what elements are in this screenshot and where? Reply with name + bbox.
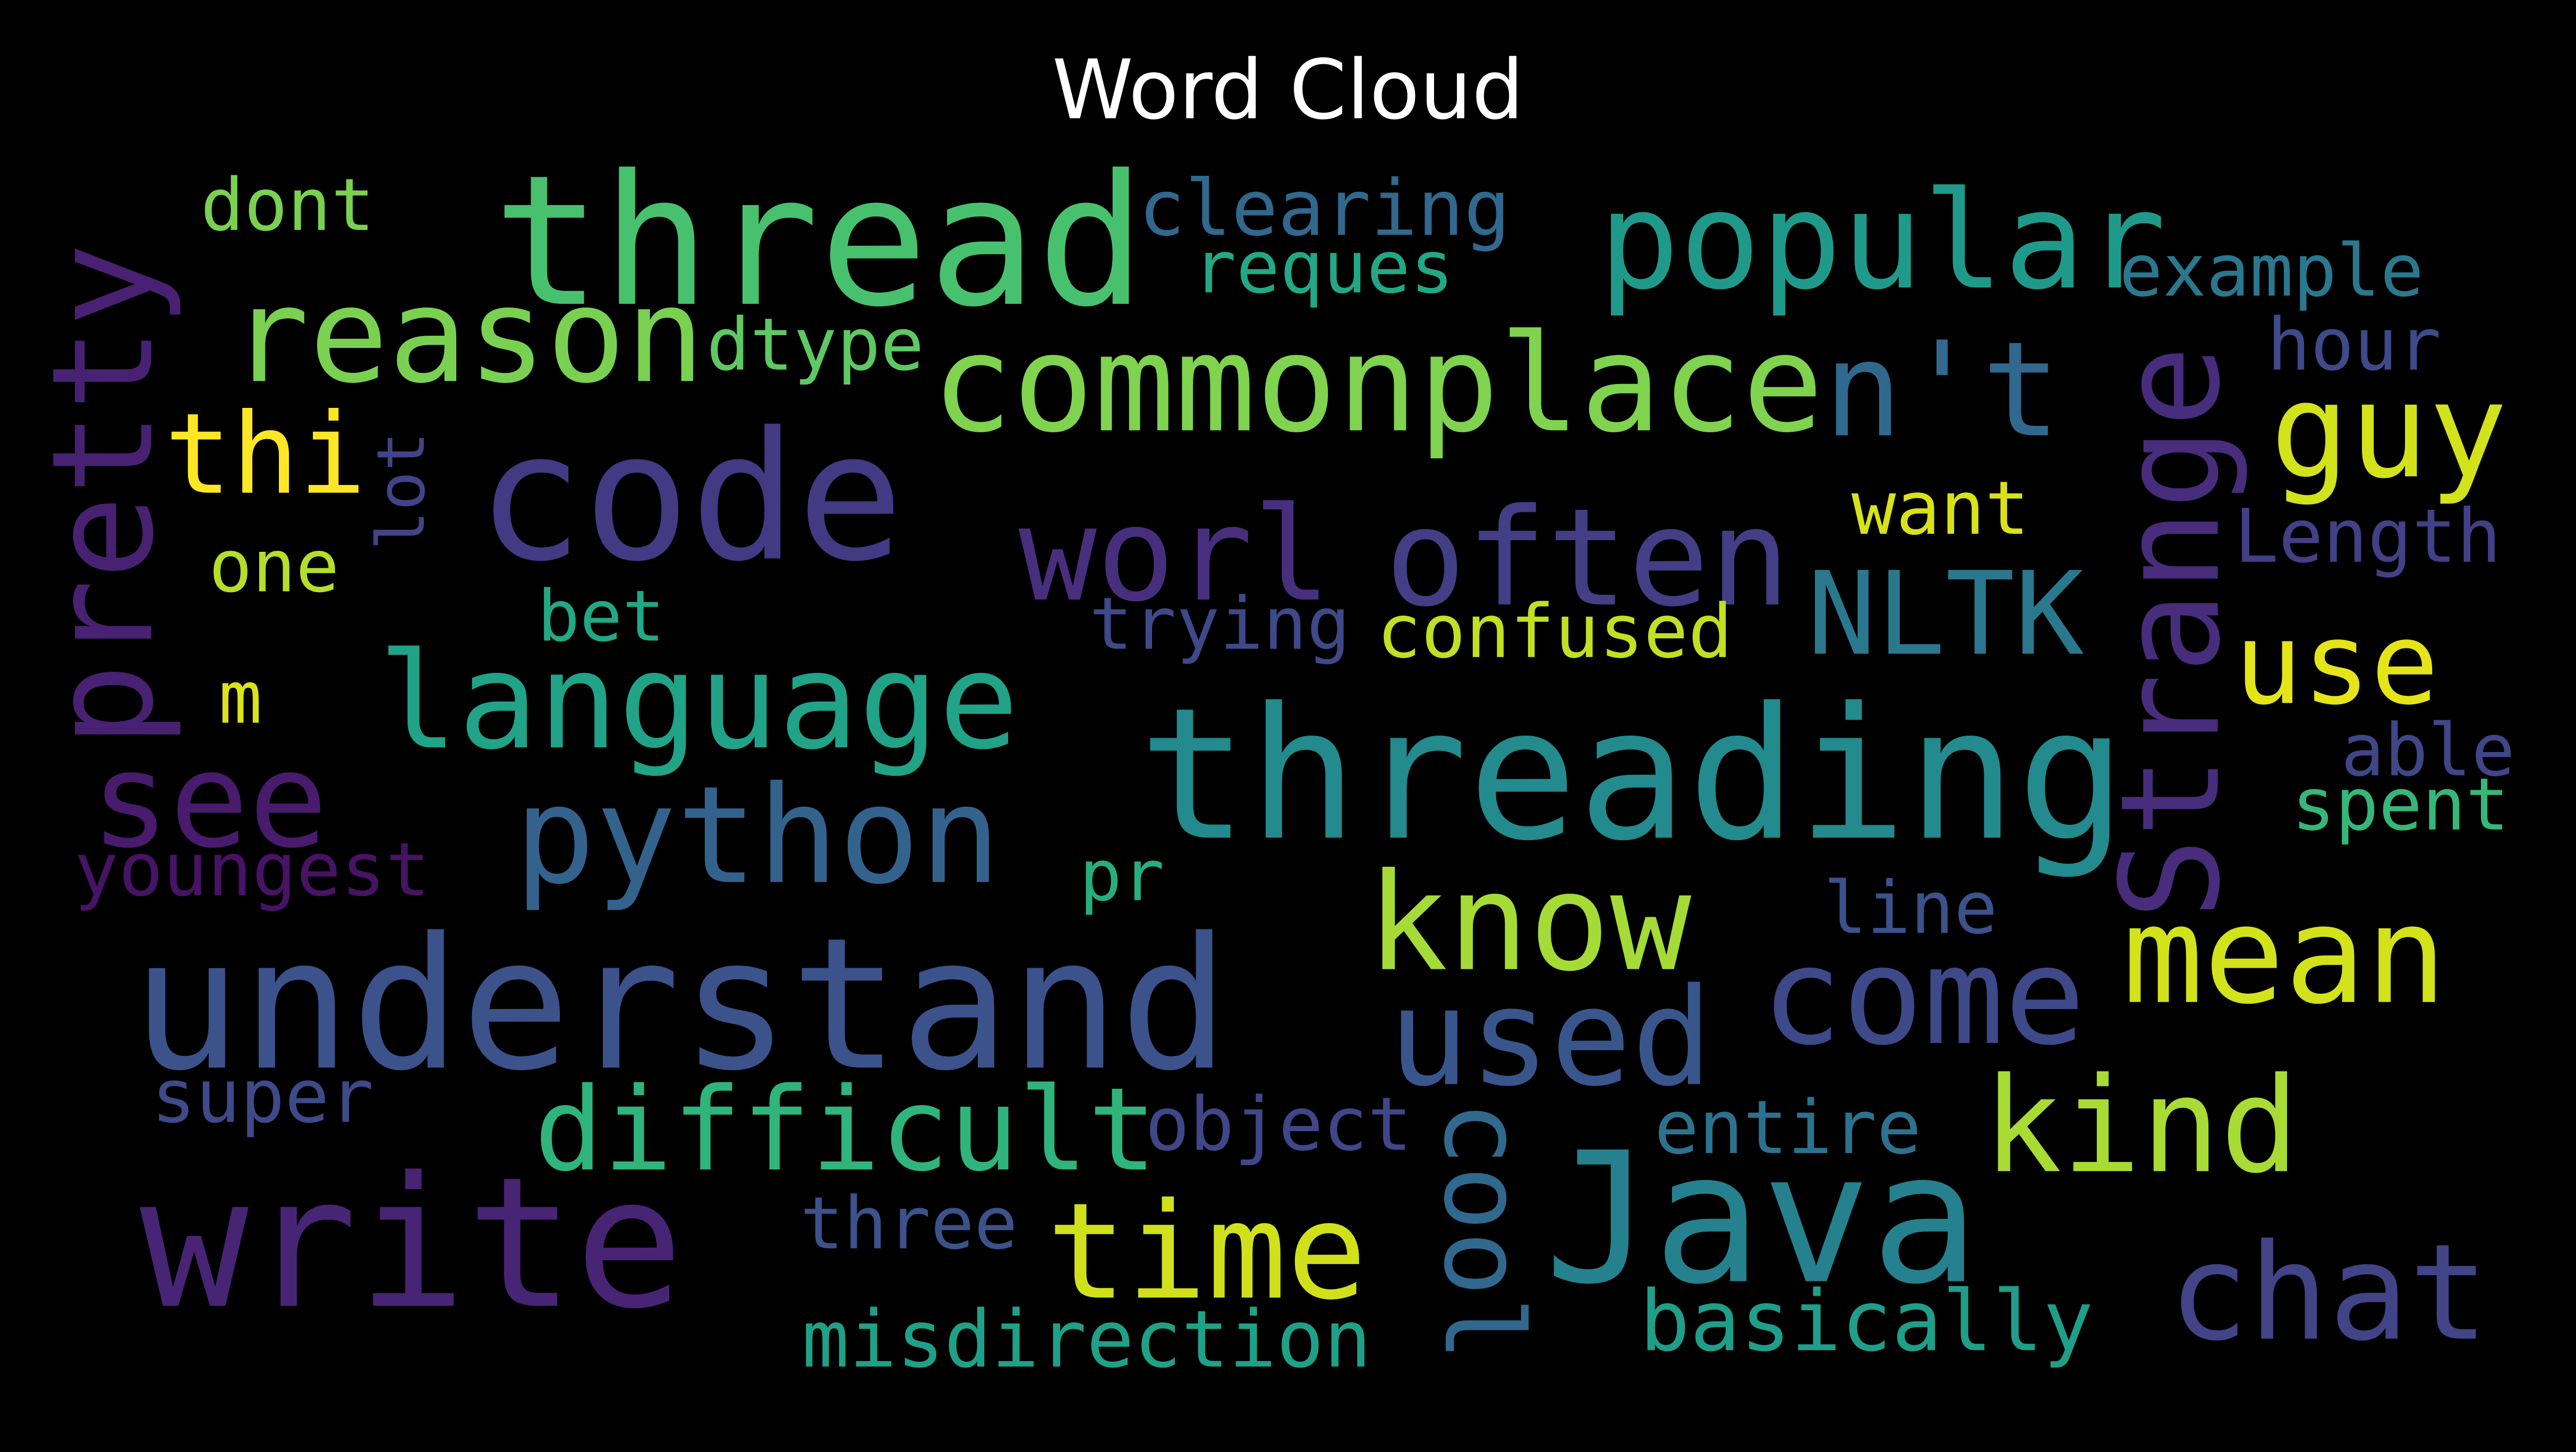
word: trying [1089, 583, 1351, 667]
word: m [219, 656, 262, 740]
word: three [800, 1182, 1018, 1266]
word: mean [2122, 877, 2447, 1034]
word: language [378, 624, 1019, 779]
word: n't [1823, 314, 2061, 467]
word: able [2341, 709, 2515, 793]
word: line [1823, 867, 1998, 951]
word: kind [1983, 1049, 2299, 1202]
word: understand [132, 898, 1230, 1111]
word: spent [2292, 763, 2510, 847]
word: used [1388, 959, 1713, 1116]
word: youngest [74, 827, 430, 913]
word: difficult [534, 1063, 1157, 1197]
word: thi [165, 389, 366, 519]
word: object [1145, 1081, 1412, 1167]
word: pretty [22, 243, 184, 748]
word: one [209, 525, 339, 609]
word: python [514, 757, 1001, 914]
word: threading [1139, 668, 2127, 881]
word: thread [493, 136, 1146, 347]
word: write [140, 1139, 684, 1349]
word: clearing [1139, 164, 1511, 253]
word: super [151, 1053, 374, 1139]
word: know [1367, 844, 1691, 1001]
title: Word Cloud [1052, 42, 1524, 138]
word: guy [2270, 355, 2507, 508]
word: time [1046, 1174, 1367, 1329]
word: pr [1079, 835, 1164, 917]
word: chat [2169, 1216, 2489, 1371]
word: bet [538, 576, 665, 657]
word: reason [230, 260, 705, 413]
word: often [1385, 480, 1790, 636]
word: popular [1599, 163, 2166, 319]
word: see [90, 724, 328, 877]
word: confused [1377, 588, 1733, 674]
word: want [1852, 465, 2029, 551]
word: misdirection [802, 1294, 1371, 1386]
word: hour [2267, 303, 2441, 387]
word: reques [1193, 226, 1454, 310]
word: dtype [706, 303, 924, 387]
word: entire [1654, 1084, 1922, 1171]
word: dont [201, 164, 375, 247]
word: example [2119, 229, 2424, 313]
word: come [1761, 918, 2086, 1075]
word: NLTK [1807, 548, 2084, 681]
word: lot [363, 432, 440, 550]
word: code [476, 394, 903, 601]
word: Strange [2092, 345, 2250, 920]
word: worl [1019, 479, 1331, 630]
word: use [2234, 599, 2438, 730]
word: Java [1544, 1114, 1979, 1324]
word: Length [2234, 493, 2501, 579]
word: commonplace [932, 305, 1823, 462]
word: cool [1420, 1100, 1546, 1362]
word: basically [1640, 1273, 2094, 1370]
